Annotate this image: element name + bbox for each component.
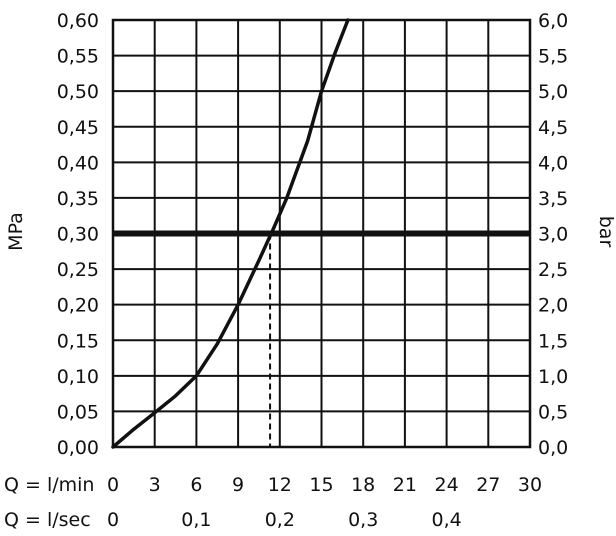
right-tick-label: 1,0 — [538, 366, 568, 388]
x-axis-lmin-label: Q = l/min — [4, 474, 94, 496]
x-tick-lsec: 0,4 — [431, 509, 461, 531]
right-axis-title: bar — [595, 216, 616, 248]
left-tick-label: 0,05 — [57, 401, 99, 423]
right-axis-ticks: 0,0 0,5 1,0 1,5 2,0 2,5 3,0 3,5 4,0 4,5 5,0 5,5 6,0 — [538, 10, 568, 459]
x-axis-lsec-ticks: 0 0,1 0,2 0,3 0,4 — [107, 509, 462, 531]
left-tick-label: 0,35 — [57, 188, 99, 210]
left-tick-label: 0,60 — [57, 10, 99, 32]
x-tick-lmin: 6 — [190, 474, 202, 496]
left-tick-label: 0,45 — [57, 117, 99, 139]
plot-frame — [111, 18, 532, 449]
right-tick-label: 0,0 — [538, 437, 568, 459]
right-tick-label: 1,5 — [538, 330, 568, 352]
grid — [113, 20, 530, 447]
right-tick-label: 6,0 — [538, 10, 568, 32]
x-tick-lmin: 21 — [393, 474, 417, 496]
curve-layer — [111, 18, 350, 449]
reference-layer — [113, 230, 530, 447]
x-tick-lsec: 0,3 — [348, 509, 378, 531]
left-tick-label: 0,55 — [57, 46, 99, 68]
x-tick-lmin: 24 — [435, 474, 459, 496]
x-tick-lmin: 0 — [107, 474, 119, 496]
x-tick-lmin: 27 — [476, 474, 500, 496]
left-tick-label: 0,50 — [57, 81, 99, 103]
x-tick-lmin: 18 — [351, 474, 375, 496]
right-tick-label: 0,5 — [538, 401, 568, 423]
x-tick-lmin: 15 — [309, 474, 333, 496]
x-tick-lsec: 0,2 — [265, 509, 295, 531]
left-tick-label: 0,10 — [57, 366, 99, 388]
x-tick-lsec: 0,1 — [181, 509, 211, 531]
right-tick-label: 4,5 — [538, 117, 568, 139]
x-tick-lsec: 0 — [107, 509, 119, 531]
x-axis-lsec-label: Q = l/sec — [4, 509, 91, 531]
left-tick-label: 0,40 — [57, 152, 99, 174]
right-tick-label: 4,0 — [538, 152, 568, 174]
series-line — [111, 18, 350, 449]
x-tick-lmin: 9 — [232, 474, 244, 496]
left-tick-label: 0,30 — [57, 224, 99, 246]
left-tick-label: 0,25 — [57, 259, 99, 281]
right-tick-label: 3,0 — [538, 224, 568, 246]
right-tick-label: 5,5 — [538, 46, 568, 68]
plot-border — [111, 18, 532, 449]
left-tick-label: 0,00 — [57, 437, 99, 459]
left-tick-label: 0,15 — [57, 330, 99, 352]
x-tick-lmin: 3 — [149, 474, 161, 496]
x-tick-lmin: 30 — [518, 474, 542, 496]
left-axis-title: MPa — [5, 212, 27, 251]
left-axis-ticks: 0,00 0,05 0,10 0,15 0,20 0,25 0,30 0,35 0,40 0,45… — [57, 10, 99, 459]
right-tick-label: 5,0 — [538, 81, 568, 103]
x-tick-lmin: 12 — [268, 474, 292, 496]
x-axis-lmin-ticks: 0 3 6 9 12 15 18 21 24 27 30 — [107, 474, 542, 496]
right-tick-label: 3,5 — [538, 188, 568, 210]
left-tick-label: 0,20 — [57, 295, 99, 317]
right-tick-label: 2,0 — [538, 295, 568, 317]
right-tick-label: 2,5 — [538, 259, 568, 281]
